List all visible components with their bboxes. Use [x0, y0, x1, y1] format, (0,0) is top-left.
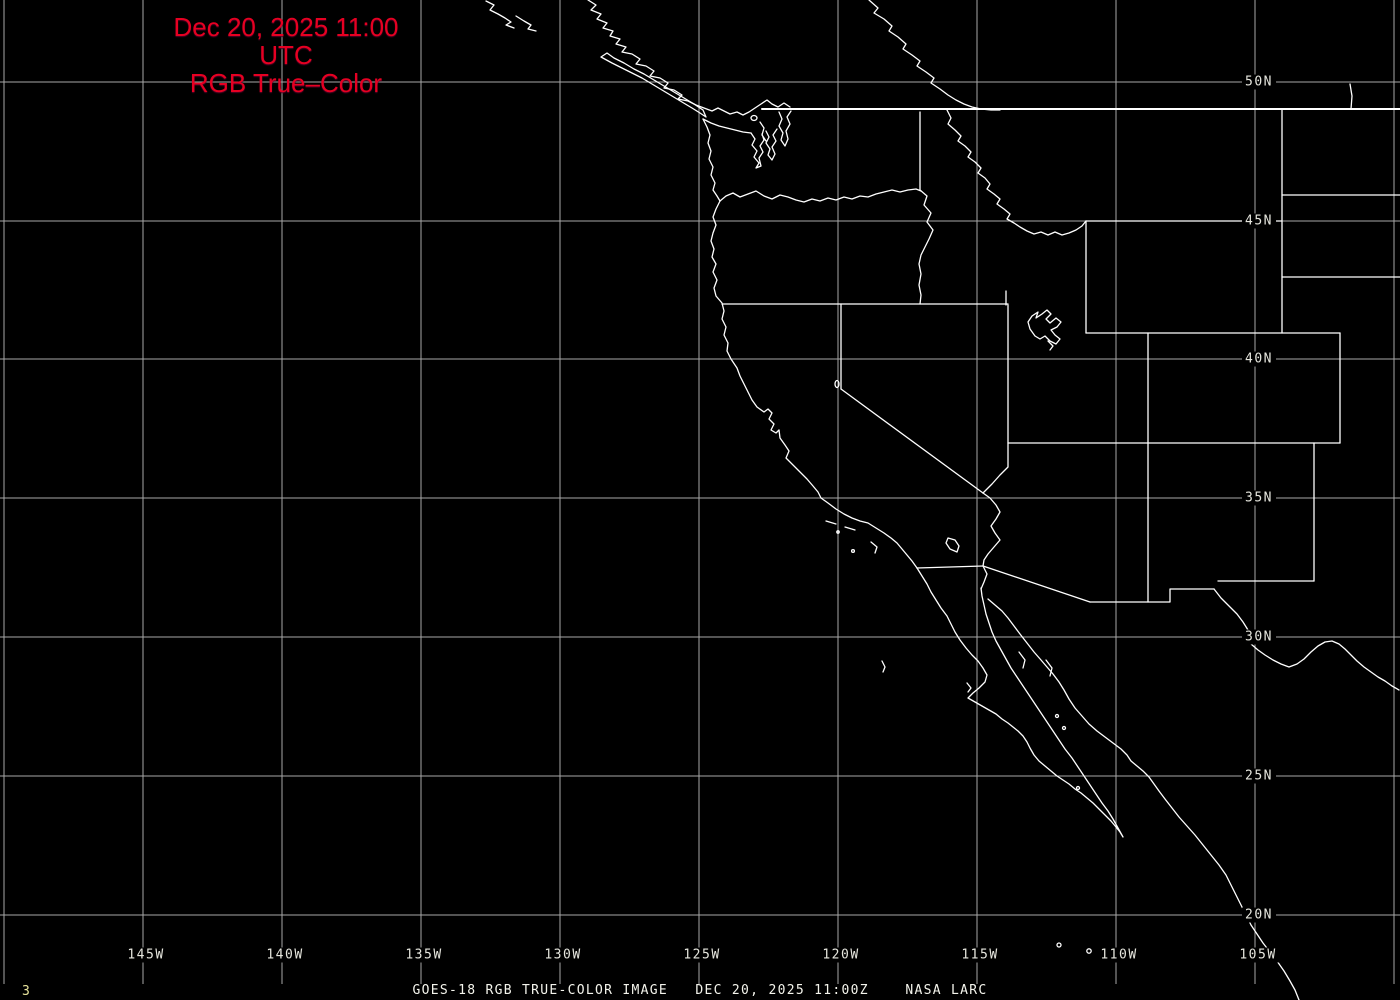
coastline-vancouver-island	[600, 52, 707, 118]
title-product: RGB True–Color	[189, 68, 383, 98]
islas-marias-2	[1086, 948, 1092, 954]
border-ca-nv-diagonal	[840, 388, 984, 494]
lon-label-120W: 120W	[819, 947, 863, 963]
lon-label-105W: 105W	[1236, 947, 1280, 963]
lake-tahoe	[834, 379, 840, 389]
lon-label-130W: 130W	[541, 947, 585, 963]
puget-sound-inlets	[750, 110, 792, 169]
coastline-washington-outer	[702, 118, 721, 202]
lat-label-30N: 30N	[1242, 629, 1276, 645]
lon-label-140W: 140W	[263, 947, 307, 963]
lat-label-45N: 45N	[1242, 213, 1276, 229]
coastline-haida-gwaii	[485, 0, 537, 32]
lon-label-110W: 110W	[1097, 947, 1141, 963]
lat-label-50N: 50N	[1242, 74, 1276, 90]
gulf-of-california-islands	[1018, 651, 1053, 677]
lat-label-35N: 35N	[1242, 490, 1276, 506]
coastline-sonora-sinaloa	[987, 598, 1300, 1000]
border-bc-ab-divide	[868, 0, 1001, 111]
lat-label-25N: 25N	[1242, 768, 1276, 784]
great-salt-lake	[1027, 309, 1062, 351]
frame-number: 3	[22, 984, 30, 999]
gulf-island-dot-2	[1061, 725, 1067, 731]
san-nicolas-island	[850, 548, 856, 554]
image-caption: GOES-18 RGB TRUE-COLOR IMAGE DEC 20, 202…	[412, 983, 988, 998]
lon-label-145W: 145W	[124, 947, 168, 963]
border-sk-mb	[1349, 83, 1353, 110]
lon-label-115W: 115W	[958, 947, 1002, 963]
map-outlines	[485, 0, 1400, 1000]
border-az-ca-colorado-river	[980, 492, 1001, 590]
lat-label-40N: 40N	[1242, 351, 1276, 367]
salton-sea	[945, 537, 960, 553]
coastline-baja-california	[916, 567, 1124, 838]
coastline-juan-de-fuca	[702, 118, 752, 134]
lat-label-20N: 20N	[1242, 907, 1276, 923]
border-az-sonora	[982, 565, 1091, 603]
lon-label-135W: 135W	[402, 947, 446, 963]
san-juan-island	[750, 114, 758, 122]
lon-label-125W: 125W	[680, 947, 724, 963]
title-datetime: Dec 20, 2025 11:00 UTC	[173, 12, 399, 70]
image-title: Dec 20, 2025 11:00 UTC RGB True–Color	[148, 13, 424, 97]
channel-islands	[825, 520, 878, 554]
cedros-island	[966, 682, 972, 693]
border-id-mt-bitterroot	[946, 109, 1087, 236]
border-wa-id-snake-river	[918, 111, 934, 305]
coastline-bc-mainland	[587, 0, 791, 116]
border-nv-ut-az	[982, 290, 1009, 494]
coastline-pacific-or-ca	[710, 200, 918, 569]
border-nm-chihuahua	[1089, 588, 1215, 603]
anacapa-island	[836, 530, 840, 534]
guadalupe-island	[881, 660, 886, 673]
columbia-river-wa-or-border	[719, 188, 922, 203]
border-us-mexico-ca	[916, 565, 984, 569]
rio-grande	[1213, 588, 1400, 691]
espiritu-santo-island	[1075, 785, 1081, 791]
gulf-island-dot-1	[1054, 713, 1060, 719]
islas-marias-1	[1056, 942, 1062, 948]
